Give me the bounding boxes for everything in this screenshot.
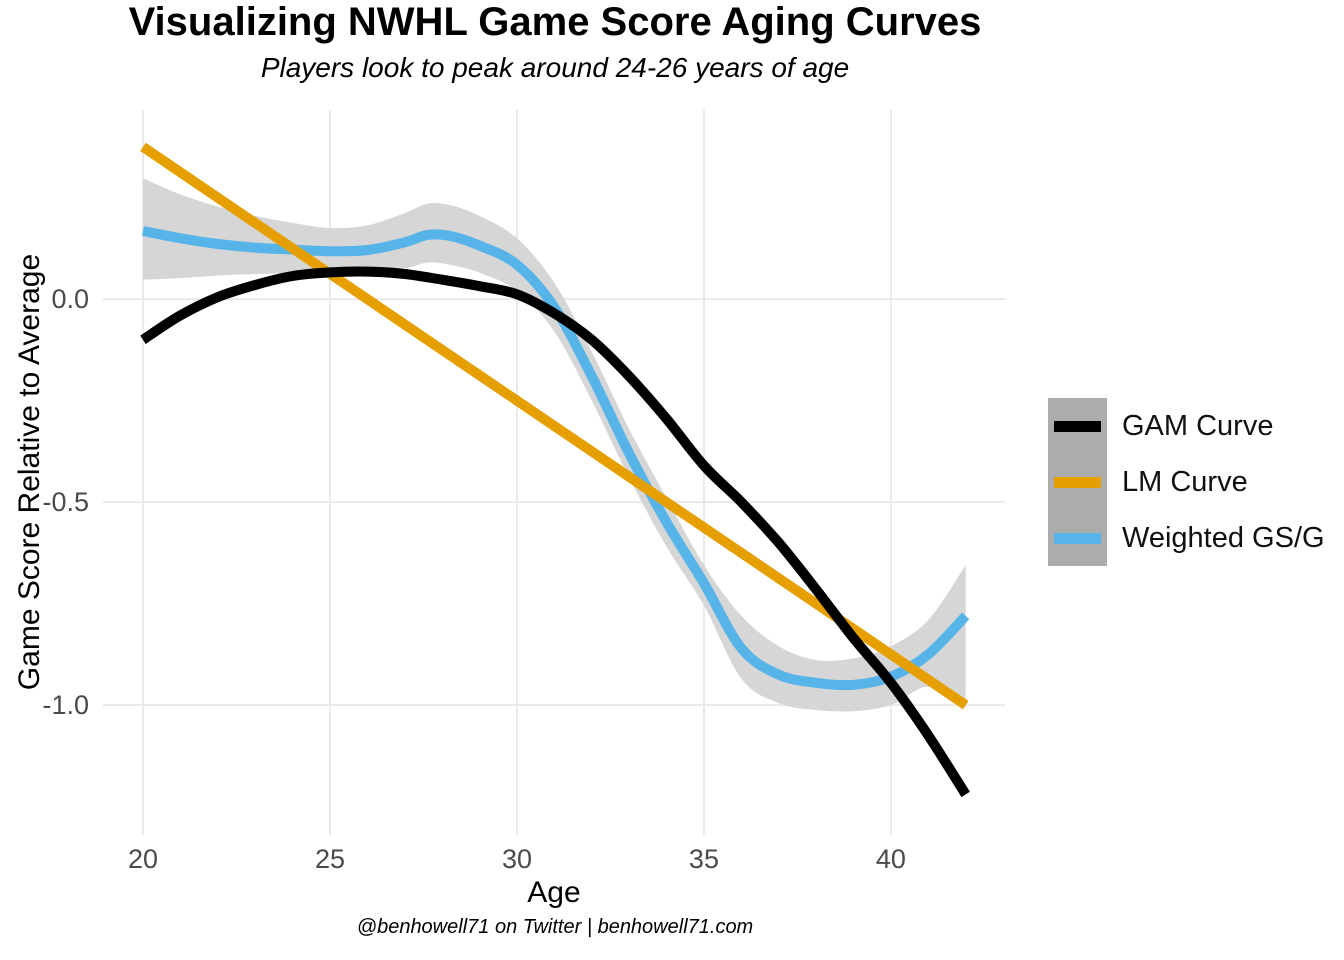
- legend: GAM Curve LM Curve Weighted GS/G: [1048, 398, 1325, 566]
- title-block: Visualizing NWHL Game Score Aging Curves…: [0, 0, 1110, 86]
- legend-swatch-gam-curve: [1054, 420, 1101, 432]
- legend-label: Weighted GS/G: [1122, 522, 1325, 554]
- legend-key-weighted-gsg: [1048, 510, 1107, 566]
- legend-swatch-lm-curve: [1054, 476, 1101, 488]
- y-axis-title: Game Score Relative to Average: [13, 253, 46, 690]
- x-tick-label: 25: [314, 844, 345, 874]
- x-tick-label: 40: [875, 844, 906, 874]
- legend-key-gam-curve: [1048, 398, 1107, 454]
- legend-key-column: [1048, 398, 1107, 566]
- x-tick-label: 35: [688, 844, 719, 874]
- chart-subtitle: Players look to peak around 24-26 years …: [260, 52, 850, 83]
- x-tick-label: 30: [501, 844, 532, 874]
- legend-label: LM Curve: [1122, 466, 1248, 498]
- legend-swatch-weighted-gsg: [1054, 532, 1101, 544]
- y-tick-label: 0.0: [51, 284, 89, 315]
- legend-label-column: GAM Curve LM Curve Weighted GS/G: [1122, 398, 1325, 566]
- x-axis-title: Age: [527, 876, 581, 909]
- caption: @benhowell71 on Twitter | benhowell71.co…: [356, 916, 754, 938]
- series-gam-curve: [140, 266, 970, 798]
- y-tick-label: -1.0: [42, 690, 89, 721]
- legend-key-lm-curve: [1048, 454, 1107, 510]
- y-tick-label: -0.5: [42, 487, 89, 518]
- y-axis-title-wrap: Game Score Relative to Average: [13, 242, 47, 702]
- chart-title: Visualizing NWHL Game Score Aging Curves: [128, 0, 982, 44]
- confidence-ribbon: [143, 178, 966, 712]
- legend-label: GAM Curve: [1122, 410, 1274, 442]
- series-lm-curve: [140, 142, 969, 710]
- x-tick-label: 20: [127, 844, 159, 874]
